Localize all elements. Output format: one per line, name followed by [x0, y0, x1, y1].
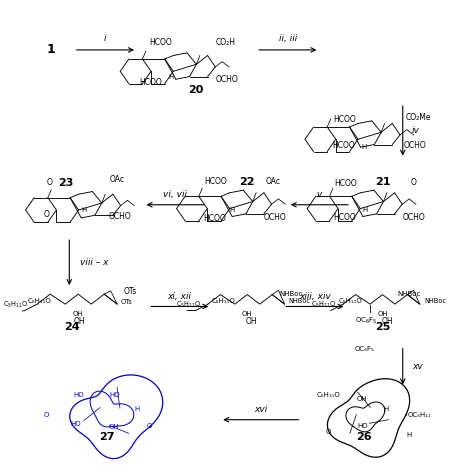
Text: OAc: OAc [266, 177, 281, 186]
Text: OH: OH [74, 317, 85, 326]
Text: 27: 27 [99, 432, 114, 442]
Text: OH: OH [109, 424, 119, 430]
Text: C$_5$H$_{11}$O: C$_5$H$_{11}$O [2, 300, 28, 310]
Text: 23: 23 [58, 178, 74, 187]
Text: OTs: OTs [120, 299, 132, 305]
Text: H: H [383, 406, 389, 412]
Text: OH: OH [246, 317, 257, 326]
Text: xvi: xvi [254, 405, 267, 414]
Text: HCOO: HCOO [204, 177, 227, 186]
Text: O: O [411, 178, 417, 187]
Text: OC₆F₅: OC₆F₅ [355, 346, 374, 352]
Text: 20: 20 [188, 85, 203, 95]
Text: xiii, xiv: xiii, xiv [299, 292, 331, 301]
Text: 24: 24 [64, 322, 79, 332]
Text: HO: HO [109, 392, 119, 398]
Text: C$_5$H$_{11}$O: C$_5$H$_{11}$O [311, 300, 337, 310]
Text: H: H [82, 207, 87, 213]
Text: v: v [317, 190, 322, 199]
Text: HCOO: HCOO [332, 141, 355, 150]
Text: 22: 22 [239, 177, 255, 186]
Text: 25: 25 [375, 322, 390, 332]
Text: NHBoc: NHBoc [424, 298, 446, 304]
Text: xv: xv [412, 362, 422, 371]
Text: OCHO: OCHO [402, 213, 425, 222]
Text: O: O [44, 412, 49, 418]
Text: OH: OH [381, 317, 393, 326]
Text: OC$_6$F$_5$: OC$_6$F$_5$ [355, 316, 377, 326]
Text: H: H [168, 74, 173, 80]
Text: H: H [134, 406, 139, 412]
Text: 1: 1 [47, 43, 55, 56]
Text: OH: OH [377, 311, 388, 317]
Text: O: O [146, 423, 152, 429]
Text: OCHO: OCHO [264, 213, 287, 222]
Text: NHBoc: NHBoc [280, 291, 303, 297]
Text: HCOO: HCOO [203, 214, 226, 223]
Text: vi, vii: vi, vii [163, 190, 187, 199]
Text: CO₂Me: CO₂Me [406, 113, 431, 122]
Text: OCHO: OCHO [109, 212, 132, 221]
Text: C₅H₁₁O: C₅H₁₁O [317, 392, 340, 398]
Text: HO: HO [357, 423, 367, 429]
Text: xi, xii: xi, xii [168, 292, 191, 301]
Text: O: O [44, 210, 50, 219]
Text: C₅H₁₁O: C₅H₁₁O [339, 298, 363, 304]
Text: H: H [362, 144, 367, 150]
Text: NHBoc: NHBoc [289, 298, 311, 304]
Text: O: O [47, 178, 53, 187]
Text: OAc: OAc [110, 175, 125, 184]
Text: OH: OH [357, 396, 367, 402]
Text: HCOO: HCOO [333, 213, 356, 222]
Text: HCOO: HCOO [149, 38, 172, 46]
Text: O: O [326, 429, 331, 435]
Text: OCHO: OCHO [216, 75, 238, 85]
Text: OTs: OTs [124, 287, 137, 296]
Text: NHBoc: NHBoc [397, 291, 420, 297]
Text: C₅H₁₁O: C₅H₁₁O [212, 298, 236, 304]
Text: HO: HO [73, 392, 83, 398]
Text: H: H [229, 207, 234, 213]
Text: H: H [363, 207, 368, 213]
Text: C$_5$H$_{11}$O: C$_5$H$_{11}$O [176, 300, 202, 310]
Text: OCHO: OCHO [403, 141, 426, 150]
Text: HCOO: HCOO [139, 78, 162, 87]
Text: CO₂H: CO₂H [216, 38, 236, 46]
Text: i: i [104, 34, 107, 43]
Text: 21: 21 [375, 177, 390, 186]
Text: iv: iv [412, 126, 419, 135]
Text: OC₅H₁₁: OC₅H₁₁ [408, 412, 431, 418]
Text: OH: OH [242, 311, 253, 317]
Text: ii, iii: ii, iii [279, 34, 297, 43]
Text: HO: HO [71, 421, 82, 427]
Text: OH: OH [73, 311, 83, 317]
Text: C₅H₁₁O: C₅H₁₁O [27, 298, 51, 304]
Text: HCOO: HCOO [334, 179, 357, 187]
Text: 26: 26 [356, 432, 371, 442]
Text: HCOO: HCOO [333, 115, 356, 124]
Text: viii – x: viii – x [80, 258, 108, 267]
Text: H: H [406, 432, 411, 438]
